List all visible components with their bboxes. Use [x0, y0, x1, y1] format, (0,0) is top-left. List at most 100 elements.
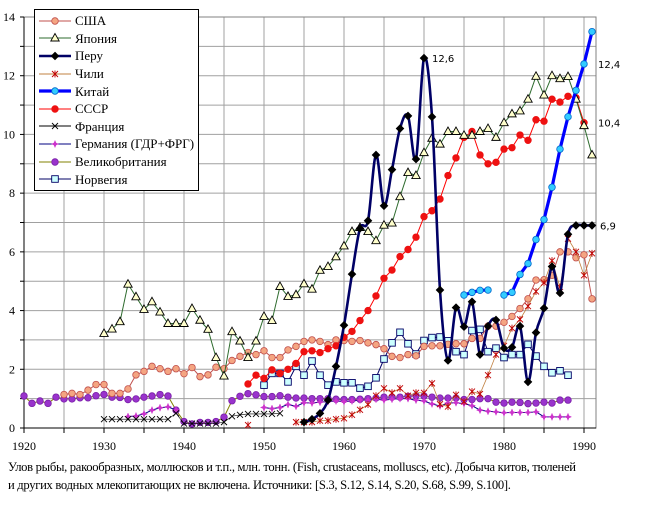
caption-line-1: Улов рыбы, ракообразных, моллюсков и т.п…: [8, 460, 576, 474]
x-tick-label: 1940: [172, 439, 196, 453]
data-point: [36, 397, 44, 405]
data-point: [483, 407, 493, 416]
data-point: [276, 392, 284, 400]
data-point: [124, 415, 132, 423]
data-point: [347, 396, 357, 406]
data-point: [548, 399, 556, 407]
data-point: [539, 303, 549, 313]
data-point: [492, 158, 500, 167]
data-point: [164, 367, 172, 376]
data-point: [260, 374, 268, 383]
data-point: [340, 379, 348, 387]
data-point: [451, 303, 461, 312]
data-point: [580, 60, 588, 68]
data-point: [428, 207, 436, 215]
data-point: [147, 405, 157, 415]
legend-symbol: [51, 105, 59, 113]
y-tick-label: 10: [3, 127, 15, 141]
data-point: [460, 350, 468, 359]
data-point: [483, 321, 493, 331]
data-point: [251, 335, 261, 345]
legend-label: СССР: [75, 101, 109, 117]
data-point: [483, 123, 493, 133]
data-point: [547, 262, 557, 271]
data-point: [587, 149, 597, 159]
data-point: [371, 150, 381, 160]
data-point: [84, 394, 92, 402]
data-point: [307, 398, 317, 408]
legend-label: Норвегия: [75, 171, 128, 187]
data-point: [164, 392, 172, 400]
data-point: [556, 98, 564, 106]
data-point: [292, 342, 300, 351]
data-point: [451, 126, 461, 135]
data-point: [380, 384, 388, 392]
data-point: [476, 286, 484, 295]
data-point: [435, 138, 445, 148]
data-point: [180, 369, 188, 378]
data-point: [388, 389, 396, 397]
data-point: [331, 362, 341, 371]
series-line: [303, 55, 592, 424]
data-point: [516, 304, 524, 313]
data-point: [52, 393, 60, 401]
data-point: [235, 335, 245, 345]
data-point: [347, 269, 357, 279]
data-point: [228, 396, 236, 405]
data-point: [396, 328, 404, 337]
series-3: [244, 235, 596, 429]
annotations: 12,6 12,4 10,4 6,9: [432, 54, 620, 232]
data-point: [308, 347, 316, 355]
data-point: [307, 283, 317, 293]
x-tick-label: 1990: [572, 439, 596, 453]
data-point: [508, 324, 516, 332]
data-point: [476, 151, 484, 159]
data-point: [555, 412, 565, 422]
data-point: [275, 403, 285, 412]
data-point: [515, 321, 525, 331]
data-point: [268, 366, 276, 374]
data-point: [516, 398, 524, 407]
data-point: [276, 353, 284, 362]
data-point: [579, 120, 589, 130]
data-point: [436, 195, 444, 203]
data-point: [315, 397, 325, 407]
data-point: [196, 420, 204, 427]
data-point: [115, 316, 125, 326]
data-point: [219, 370, 229, 380]
data-point: [300, 337, 308, 346]
data-point: [467, 129, 477, 139]
data-label: 6,9: [600, 221, 616, 232]
legend-marker-icon: [39, 32, 71, 42]
data-point: [308, 336, 316, 344]
data-point: [364, 382, 372, 391]
data-point: [548, 369, 556, 377]
data-point: [299, 278, 309, 288]
data-point: [452, 154, 460, 162]
data-point: [100, 380, 108, 389]
data-point: [556, 248, 564, 256]
data-point: [387, 395, 397, 404]
data-point: [259, 311, 269, 320]
x-tick-label: 1920: [12, 439, 36, 453]
data-point: [404, 339, 412, 348]
data-point: [284, 346, 292, 354]
data-point: [356, 384, 364, 392]
data-point: [539, 89, 549, 99]
data-point: [339, 397, 349, 406]
data-point: [339, 320, 349, 330]
data-point: [267, 404, 277, 413]
data-point: [363, 216, 373, 226]
data-point: [140, 367, 148, 376]
data-point: [500, 291, 508, 299]
data-point: [76, 390, 84, 399]
data-point: [564, 371, 572, 379]
data-point: [531, 407, 541, 417]
data-point: [467, 297, 477, 307]
data-point: [436, 342, 444, 350]
legend-symbol: [51, 175, 59, 183]
data-point: [252, 350, 260, 359]
data-point: [540, 117, 548, 125]
x-tick-label: 1970: [412, 439, 436, 453]
data-point: [460, 291, 468, 299]
